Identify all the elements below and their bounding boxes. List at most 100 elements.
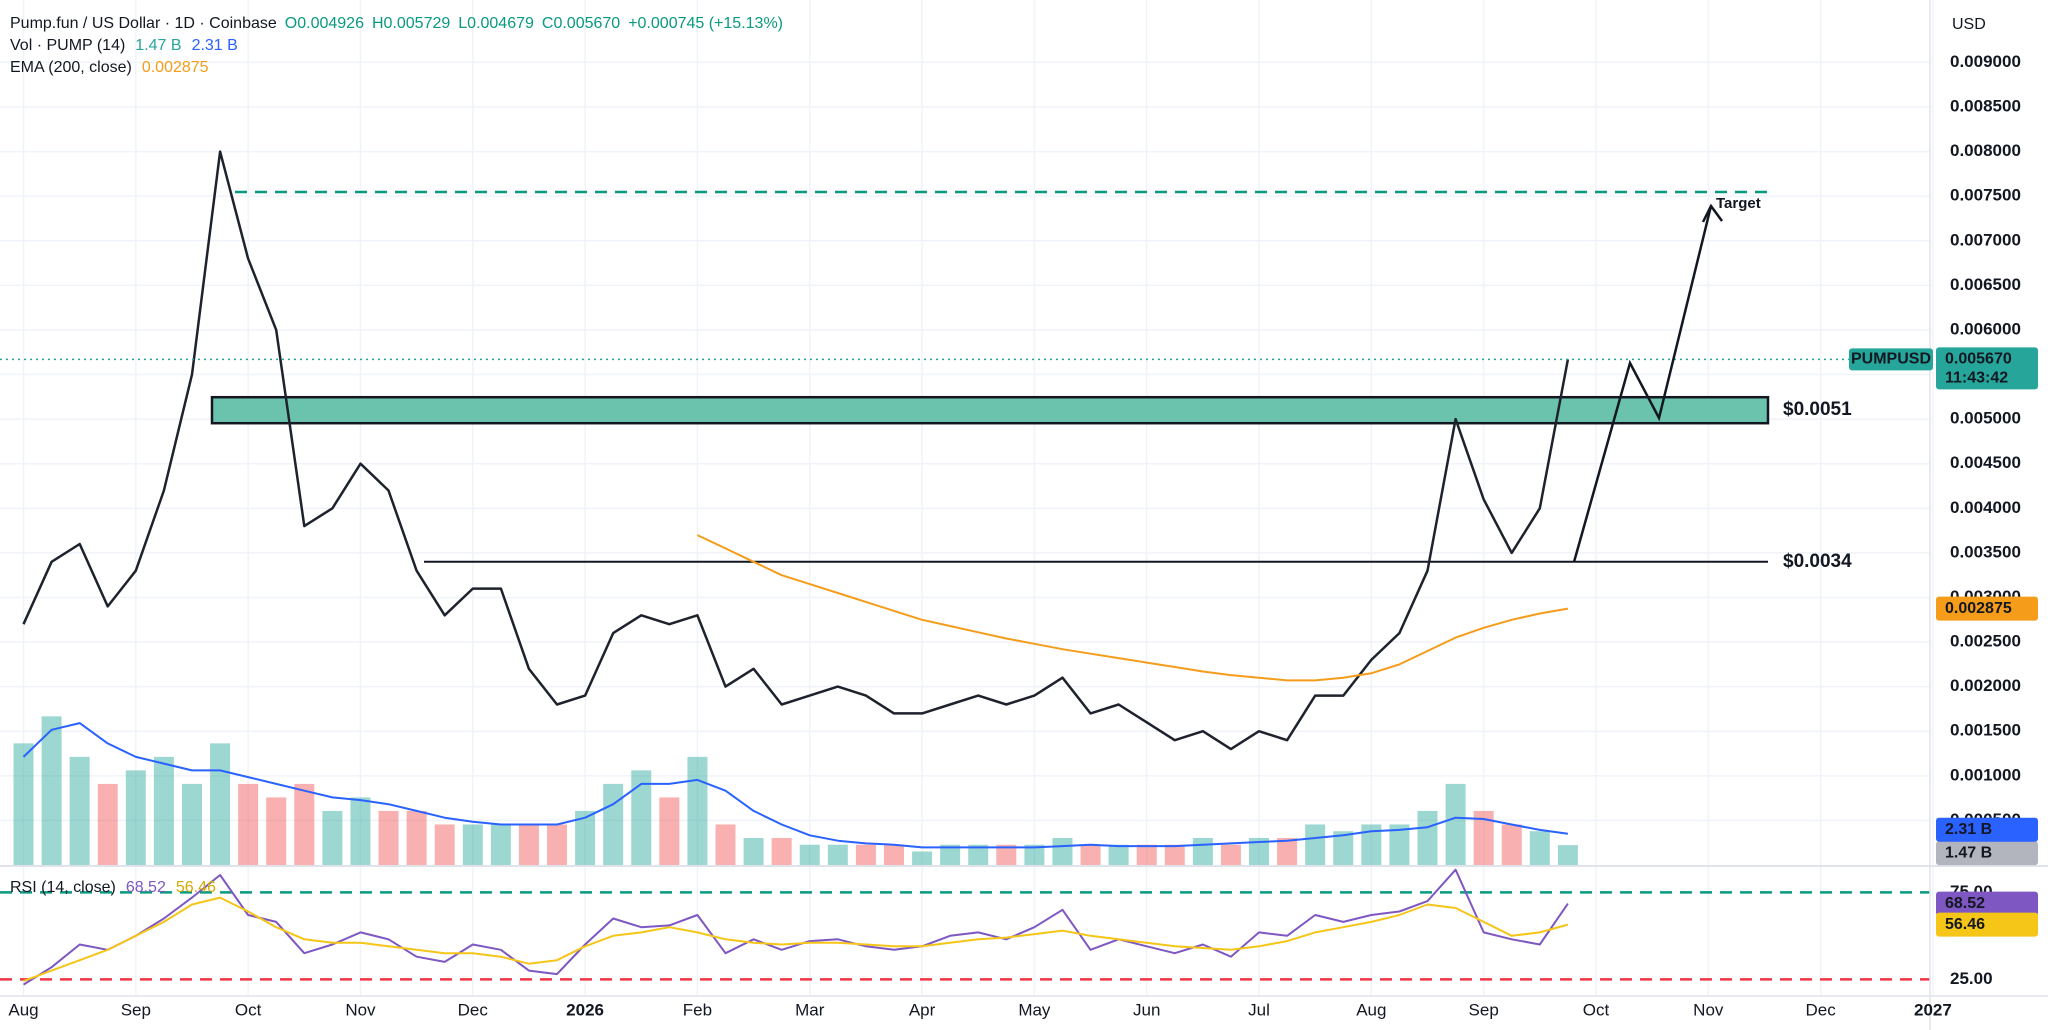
volume-bar (1164, 844, 1185, 865)
price-tag: 0.005670 (1945, 351, 2012, 368)
volume-bar (1080, 844, 1101, 865)
y-tick-label: 0.002500 (1950, 632, 2021, 651)
y-tick-label: 0.009000 (1950, 52, 2021, 71)
x-tick-label: Aug (1356, 1000, 1386, 1019)
series-line (23, 896, 1569, 983)
volume-title: Vol · PUMP (14) (10, 37, 125, 54)
volume-bar (687, 756, 708, 865)
volume-bar (968, 844, 989, 865)
resistance-zone (210, 395, 1770, 425)
volume-bar (518, 824, 539, 865)
volume-bar (294, 783, 315, 865)
y-tick-label: 0.001500 (1950, 721, 2021, 740)
symbol-tag: PUMPUSD (1851, 351, 1931, 368)
level-label: $0.0034 (1783, 551, 1852, 572)
volume-bar (13, 743, 34, 865)
volume-bar (153, 756, 174, 865)
volume-tag-box (1936, 841, 2038, 866)
volume-bar (69, 756, 90, 865)
volume-bar (125, 770, 146, 865)
x-tick-label: Dec (1806, 1000, 1837, 1019)
y-tick-label: 0.003500 (1950, 542, 2021, 561)
volume-bar (1361, 824, 1382, 865)
ohlc-close: C0.005670 (542, 15, 620, 32)
volume-bar (238, 783, 259, 865)
series-line (22, 150, 1570, 751)
y-tick-label: 0.008500 (1950, 96, 2021, 115)
volume-bar (1417, 810, 1438, 865)
volume-bar (855, 844, 876, 865)
volume-bar (210, 743, 231, 865)
volume-bar (1136, 844, 1157, 865)
y-tick-label: 0.001000 (1950, 765, 2021, 784)
volume-bar (883, 844, 904, 865)
volume-bar (1333, 831, 1354, 865)
x-tick-label: 2026 (566, 1000, 604, 1019)
y-tick-label: 25.00 (1950, 969, 1993, 988)
x-tick-label: Mar (795, 1000, 825, 1019)
y-tick-label: 0.007000 (1950, 230, 2021, 249)
volume-bar (41, 716, 62, 865)
header-line: Pump.fun / US Dollar · 1D · Coinbase O0.0… (10, 15, 783, 32)
volume-bar (1192, 837, 1213, 865)
rsi-tag: 68.52 (1945, 895, 1985, 912)
rsi-tag-box (1936, 891, 2038, 916)
volume-ma-tag: 2.31 B (1945, 821, 1992, 838)
volume-bar (940, 844, 961, 865)
overlay-layer: Aug Sep Oct Nov Dec 2026 Feb Mar Apr May Jun Jul Aug… (8, 52, 2038, 1019)
x-tick-label: Aug (8, 1000, 38, 1019)
ema-tag-box (1936, 596, 2038, 621)
x-tick-label: Sep (121, 1000, 151, 1019)
volume-bar (659, 797, 680, 865)
volume-ma-tag-box (1936, 817, 2038, 842)
chart-layer (0, 0, 1934, 995)
volume-bar (1024, 844, 1045, 865)
x-tick-label: Oct (1583, 1000, 1610, 1019)
price-tag-box (1936, 347, 2038, 390)
rsi-tag-box (1936, 912, 2038, 937)
volume-bar (97, 783, 118, 865)
x-tick-label: 2027 (1914, 1000, 1952, 1019)
x-tick-label: Feb (683, 1000, 712, 1019)
series-line (22, 868, 1569, 986)
volume-bar (434, 824, 455, 865)
x-tick-label: May (1018, 1000, 1051, 1019)
price-change: +0.000745 (+15.13%) (628, 15, 783, 32)
volume-bar (1473, 810, 1494, 865)
y-tick-label: 0.006500 (1950, 275, 2021, 294)
x-tick-label: Dec (458, 1000, 489, 1019)
volume-bar (603, 783, 624, 865)
x-tick-label: Oct (235, 1000, 262, 1019)
ema-tag: 0.002875 (1945, 600, 2012, 617)
rsi-legend: RSI (14, close) 68.52 56.46 (10, 879, 216, 896)
volume-bar (631, 770, 652, 865)
volume-bar (1305, 824, 1326, 865)
x-tick-label: Nov (345, 1000, 376, 1019)
symbol-tag-box (1849, 348, 1933, 371)
volume-bar (181, 783, 202, 865)
rsi-title: RSI (14, close) (10, 879, 116, 896)
volume-bar (462, 824, 483, 865)
projection-arrow (1572, 205, 1713, 563)
volume-bar (1108, 844, 1129, 865)
volume-bar (266, 797, 287, 865)
volume-bar (743, 837, 764, 865)
ema-value: 0.002875 (142, 59, 209, 76)
volume-bar (996, 844, 1017, 865)
volume-legend: Vol · PUMP (14) 1.47 B 2.31 B (10, 37, 238, 54)
volume-bar (575, 810, 596, 865)
volume-bar (1557, 845, 1578, 865)
ema-legend: EMA (200, close) 0.002875 (10, 59, 209, 76)
currency: USD (1952, 16, 1986, 33)
volume-bar (1529, 831, 1550, 865)
rsi-tag: 56.46 (1945, 916, 1985, 933)
volume-bar (1052, 837, 1073, 865)
symbol-title: Pump.fun / US Dollar · 1D · Coinbase (10, 15, 277, 32)
target-label: Target (1716, 195, 1761, 212)
volume-value: 1.47 B (135, 37, 181, 54)
volume-bar (547, 824, 568, 865)
y-tick-label: 0.005000 (1950, 409, 2021, 428)
volume-bar (1445, 783, 1466, 865)
